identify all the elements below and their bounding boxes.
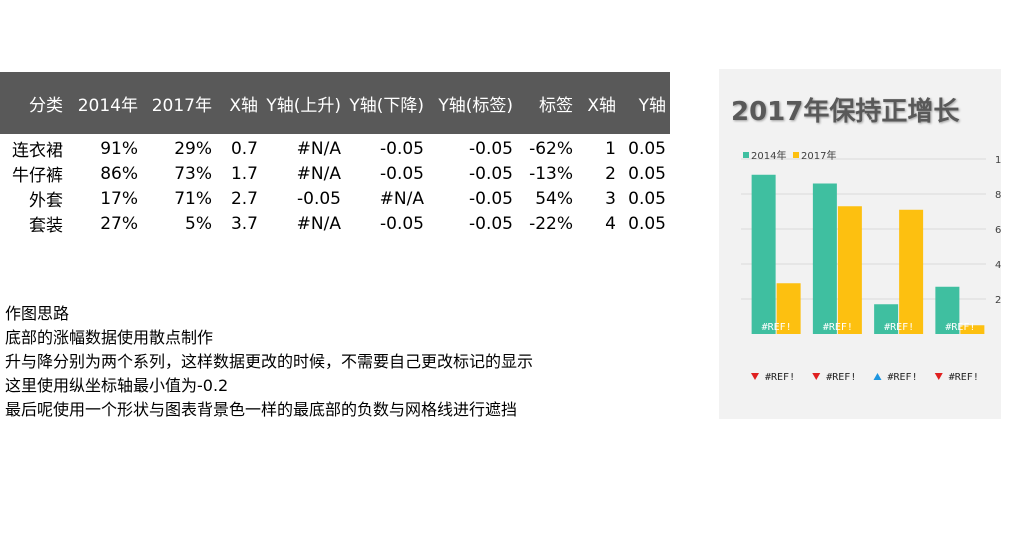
triangle-down-icon [812, 373, 821, 380]
bar-label: #REF! [884, 322, 914, 333]
triangle-down-icon [934, 373, 943, 380]
bar-label: #REF! [823, 322, 853, 333]
table-cell: 73% [174, 163, 212, 184]
table-cell: #N/A [296, 213, 341, 234]
table-cell: -0.05 [469, 138, 513, 159]
y-tick-label: 80% [995, 190, 1001, 201]
table-cell: 连衣裙 [12, 141, 63, 161]
table-cell: -0.05 [469, 163, 513, 184]
triangle-down-icon [751, 373, 759, 380]
table-row: 外套 17% 71% 2.7 -0.05 #N/A -0.05 54% 3 0.05 [0, 186, 670, 212]
legend-swatch [743, 152, 749, 158]
table-cell: 54% [535, 188, 573, 209]
column-header: Y轴(下降) [349, 95, 424, 116]
table-cell: 0.05 [628, 138, 666, 159]
bar [751, 174, 776, 334]
triangle-up-icon [873, 373, 882, 380]
table-cell: #N/A [379, 188, 424, 209]
table-cell: 91% [100, 138, 138, 159]
column-header: 标签 [539, 95, 573, 116]
table-row: 牛仔裤 86% 73% 1.7 #N/A -0.05 -0.05 -13% 2 0.05 [0, 161, 670, 187]
bar-chart: 20% 40% 60% 80% 100% 2014年 2017年 #REF! #REF! #REF… [741, 149, 1001, 383]
table-cell: -22% [529, 213, 573, 234]
table-cell: -0.05 [380, 213, 424, 234]
table-cell: 0.05 [628, 188, 666, 209]
table-cell: -0.05 [469, 213, 513, 234]
bar-label: #REF! [762, 322, 792, 333]
y-tick-label: 40% [995, 260, 1001, 271]
table-cell: -0.05 [469, 188, 513, 209]
bar [935, 286, 960, 334]
column-header: 2017年 [151, 95, 212, 116]
bar [776, 283, 801, 334]
marker-label: #REF! [949, 372, 979, 383]
column-header: X轴 [229, 95, 258, 116]
table-cell: -0.05 [380, 163, 424, 184]
chart-title: 2017年保持正增长 [731, 97, 960, 127]
bar-label: #REF! [945, 322, 975, 333]
bar [812, 183, 837, 334]
legend-label: 2017年 [801, 149, 836, 162]
table-cell: 86% [100, 163, 138, 184]
note-line: 作图思路 [5, 304, 70, 323]
y-tick-label: 100% [995, 155, 1001, 166]
table-cell: 4 [605, 213, 616, 234]
table-cell: 1 [605, 138, 616, 159]
table-cell: 外套 [29, 191, 63, 211]
table-cell: 27% [100, 213, 138, 234]
notes: 作图思路 底部的涨幅数据使用散点制作 升与降分别为两个系列，这样数据更改的时候，… [5, 302, 685, 422]
table-cell: 29% [174, 138, 212, 159]
note-line: 这里使用纵坐标轴最小值为-0.2 [5, 376, 229, 395]
table-cell: 2.7 [230, 188, 258, 209]
table-cell: 3 [605, 188, 616, 209]
table-cell: 0.05 [628, 213, 666, 234]
table-cell: -0.05 [297, 188, 341, 209]
bar [960, 325, 985, 334]
column-header: X轴 [587, 95, 616, 116]
table-cell: 71% [174, 188, 212, 209]
column-header: 分类 [29, 95, 63, 116]
table-cell: 套装 [29, 216, 63, 236]
data-table: 分类 2014年 2017年 X轴 Y轴(上升) Y轴(下降) Y轴(标签) 标签 X轴 Y轴 连… [0, 72, 670, 236]
table-header-row: 分类 2014年 2017年 X轴 Y轴(上升) Y轴(下降) Y轴(标签) 标签 X轴 Y轴 [0, 72, 670, 134]
table-cell: 牛仔裤 [12, 166, 63, 186]
table-cell: 0.05 [628, 163, 666, 184]
table-row: 套装 27% 5% 3.7 #N/A -0.05 -0.05 -22% 4 0.05 [0, 211, 670, 237]
table-cell: 2 [605, 163, 616, 184]
table-cell: 1.7 [230, 163, 258, 184]
note-line: 最后呢使用一个形状与图表背景色一样的最底部的负数与网格线进行遮挡 [5, 400, 518, 419]
table-cell: #N/A [296, 138, 341, 159]
table-row: 连衣裙 91% 29% 0.7 #N/A -0.05 -0.05 -62% 1 0.05 [0, 134, 670, 162]
note-line: 升与降分别为两个系列，这样数据更改的时候，不需要自己更改标记的显示 [5, 352, 534, 371]
column-header: Y轴 [638, 95, 666, 116]
column-header: Y轴(标签) [438, 95, 513, 116]
table-cell: -62% [529, 138, 573, 159]
table-cell: 3.7 [230, 213, 258, 234]
marker-label: #REF! [826, 372, 856, 383]
bar [899, 209, 924, 334]
note-line: 底部的涨幅数据使用散点制作 [5, 328, 214, 347]
table-cell: 17% [100, 188, 138, 209]
table-cell: -0.05 [380, 138, 424, 159]
column-header: Y轴(上升) [266, 95, 341, 116]
bar [874, 304, 899, 334]
legend-swatch [793, 152, 799, 158]
y-tick-label: 60% [995, 225, 1001, 236]
bar [837, 206, 862, 334]
marker-label: #REF! [888, 372, 918, 383]
marker-label: #REF! [765, 372, 795, 383]
y-tick-label: 20% [995, 295, 1001, 306]
chart-panel: 2017年保持正增长 20% 40% 60% 80% 100% 2014年 2017年 #RE… [719, 69, 1001, 419]
table-cell: 5% [185, 213, 212, 234]
table-cell: 0.7 [230, 138, 258, 159]
column-header: 2014年 [77, 95, 138, 116]
table-cell: -13% [529, 163, 573, 184]
table-cell: #N/A [296, 163, 341, 184]
legend-label: 2014年 [751, 149, 786, 162]
